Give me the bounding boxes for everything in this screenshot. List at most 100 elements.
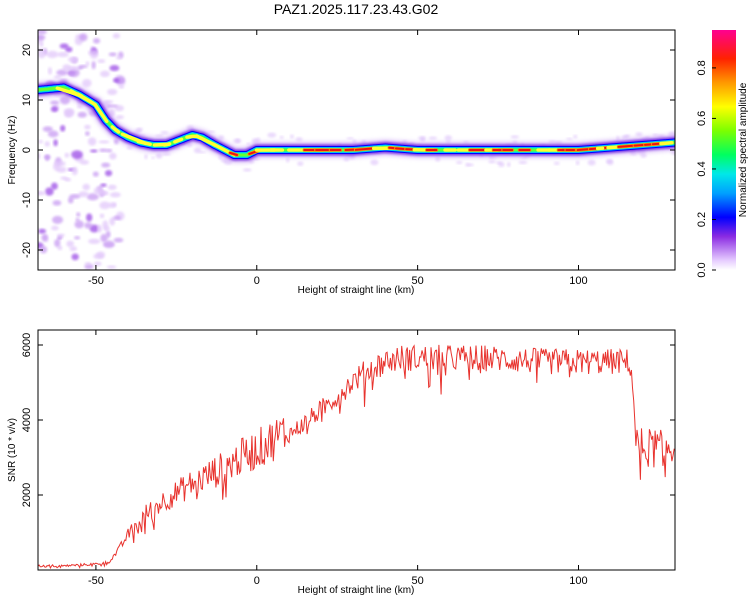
snr-y-ticks: 2000 4000 6000 bbox=[21, 333, 675, 507]
noise-blob bbox=[109, 65, 120, 72]
noise-blob bbox=[553, 161, 560, 165]
noise-blob bbox=[112, 78, 120, 83]
ridge-segment bbox=[162, 142, 172, 147]
noise-blob bbox=[144, 154, 148, 160]
x-tick-label: 100 bbox=[569, 575, 587, 587]
ridge-segment bbox=[110, 125, 121, 134]
noise-blob bbox=[93, 261, 102, 267]
noise-blob bbox=[47, 130, 59, 138]
noise-blob bbox=[444, 135, 453, 141]
snr-y-label: SNR (10 * v/v) bbox=[7, 418, 18, 482]
x-tick-label: 50 bbox=[412, 575, 424, 587]
noise-blob bbox=[652, 133, 659, 137]
noise-blob bbox=[587, 159, 596, 166]
noise-blob bbox=[93, 38, 101, 44]
noise-blob bbox=[59, 43, 69, 49]
noise-blob bbox=[38, 34, 46, 41]
noise-blob bbox=[162, 152, 171, 156]
colorbar-label: Normalized spectral amplitude bbox=[738, 82, 749, 217]
noise-blob bbox=[155, 134, 164, 137]
noise-blob bbox=[60, 176, 68, 180]
noise-blob bbox=[71, 150, 83, 159]
y-tick-label: 20 bbox=[21, 44, 33, 56]
y-tick-label: 0 bbox=[21, 147, 33, 153]
noise-blob bbox=[621, 135, 629, 139]
noise-blob bbox=[97, 59, 106, 64]
noise-blob bbox=[109, 192, 121, 198]
noise-blob bbox=[77, 66, 84, 70]
ridge-band bbox=[38, 82, 675, 161]
colorbar-tick-label: 0.2 bbox=[696, 212, 708, 227]
noise-blob bbox=[99, 213, 105, 219]
noise-blob bbox=[38, 139, 43, 144]
noise-blob bbox=[506, 162, 511, 167]
x-tick-label: -50 bbox=[88, 575, 104, 587]
x-tick-label: 100 bbox=[569, 275, 587, 287]
noise-blob bbox=[86, 213, 93, 222]
ridge-segment bbox=[136, 139, 152, 147]
noise-blob bbox=[60, 124, 66, 132]
noise-blob bbox=[78, 191, 89, 198]
noise-blob bbox=[103, 240, 115, 249]
noise-blob bbox=[573, 134, 578, 139]
snr-frame bbox=[37, 329, 676, 571]
noise-blob bbox=[99, 148, 108, 153]
noise-blob bbox=[82, 183, 90, 191]
noise-blob bbox=[84, 124, 91, 130]
noise-blob bbox=[102, 220, 109, 229]
noise-blob bbox=[151, 156, 155, 160]
noise-blob bbox=[106, 265, 117, 269]
noise-blob bbox=[290, 134, 294, 139]
noise-blob bbox=[71, 253, 79, 261]
noise-blob bbox=[428, 136, 438, 140]
noise-blob bbox=[575, 160, 580, 166]
noise-blob bbox=[99, 190, 107, 196]
snr-x-ticks: -50 0 50 100 bbox=[88, 330, 588, 587]
spectrogram-panel: -50 0 50 100 -20 -10 0 10 20 Height of straight… bbox=[7, 29, 676, 296]
noise-blob bbox=[74, 236, 81, 240]
snr-series-line bbox=[38, 344, 675, 570]
noise-blob bbox=[85, 131, 90, 136]
noise-blob bbox=[100, 233, 108, 243]
noise-blob bbox=[488, 160, 496, 164]
noise-blob bbox=[106, 148, 113, 153]
noise-blob bbox=[295, 137, 303, 142]
y-tick-label: 4000 bbox=[21, 408, 33, 432]
noise-blob bbox=[38, 190, 46, 196]
noise-blob bbox=[109, 152, 117, 160]
x-tick-label: 50 bbox=[412, 275, 424, 287]
noise-blob bbox=[39, 245, 48, 254]
noise-blob bbox=[193, 147, 202, 154]
colorbar-tick-label: 0.0 bbox=[696, 262, 708, 277]
colorbar-tick-label: 0.6 bbox=[696, 111, 708, 126]
noise-blob bbox=[54, 239, 61, 248]
noise-blob bbox=[76, 212, 81, 217]
noise-blob bbox=[99, 70, 110, 78]
noise-blob bbox=[67, 196, 74, 204]
noise-blob bbox=[467, 163, 474, 167]
noise-blob bbox=[85, 61, 90, 66]
noise-blob bbox=[38, 228, 47, 234]
noise-blob bbox=[87, 137, 97, 146]
noise-blob bbox=[79, 33, 88, 42]
noise-blob bbox=[53, 160, 66, 167]
noise-blob bbox=[495, 161, 502, 165]
noise-blob bbox=[297, 161, 304, 166]
spectrogram-y-label: Frequency (Hz) bbox=[7, 116, 18, 185]
chart-title: PAZ1.2025.117.23.43.G02 bbox=[274, 1, 439, 17]
colorbar-tick-label: 0.4 bbox=[696, 161, 708, 176]
noise-blob bbox=[82, 78, 92, 88]
colorbar-gradient bbox=[712, 30, 736, 270]
noise-blob bbox=[566, 137, 573, 141]
noise-blob bbox=[92, 171, 99, 177]
noise-blob bbox=[109, 217, 116, 226]
noise-blob bbox=[46, 50, 59, 59]
noise-blob bbox=[86, 193, 99, 201]
noise-blob bbox=[113, 237, 124, 243]
noise-blob bbox=[74, 220, 84, 229]
noise-blob bbox=[137, 127, 143, 132]
ridge-peak bbox=[229, 151, 239, 156]
noise-blob bbox=[112, 33, 121, 39]
noise-blob bbox=[66, 240, 75, 248]
